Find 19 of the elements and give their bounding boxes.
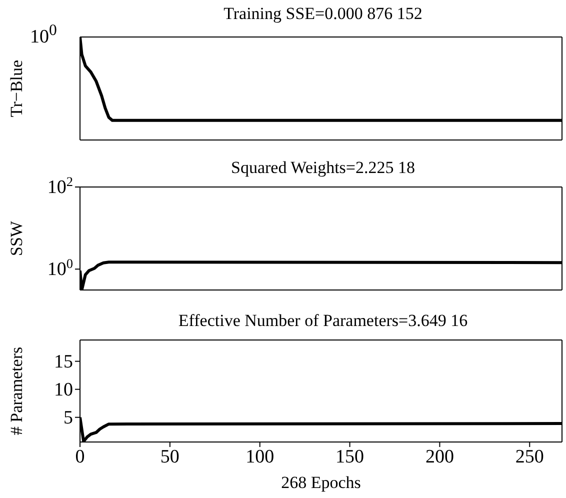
- y-axis-title: SSW: [7, 220, 26, 256]
- x-tick-label: 50: [160, 446, 180, 468]
- y-tick-label: 15: [54, 351, 73, 372]
- x-tick-label: 150: [336, 446, 364, 468]
- y-tick-label: 10$^{2}$: [47, 174, 73, 198]
- x-axis-title: 268 Epochs: [281, 473, 361, 492]
- x-tick-label: 250: [515, 446, 544, 468]
- text: 10$^{0}$: [30, 22, 57, 48]
- chart-title: Squared Weights=2.225 18: [230, 158, 416, 177]
- x-tick-label: 200: [425, 446, 454, 468]
- y-tick-label: 5: [64, 407, 73, 428]
- chart-title: Training SSE=0.000 876 152: [224, 4, 422, 23]
- chart-title: Effective Number of Parameters=3.649 16: [177, 310, 469, 332]
- y-tick-label: 10: [54, 379, 73, 400]
- y-tick-label: 10$^{0}$: [47, 256, 74, 280]
- y-axis-title: Tr−Blue: [7, 60, 26, 118]
- x-tick-label: 100: [246, 446, 274, 468]
- y-axis-title: # Parameters: [7, 346, 26, 436]
- x-tick-label: 0: [75, 446, 85, 468]
